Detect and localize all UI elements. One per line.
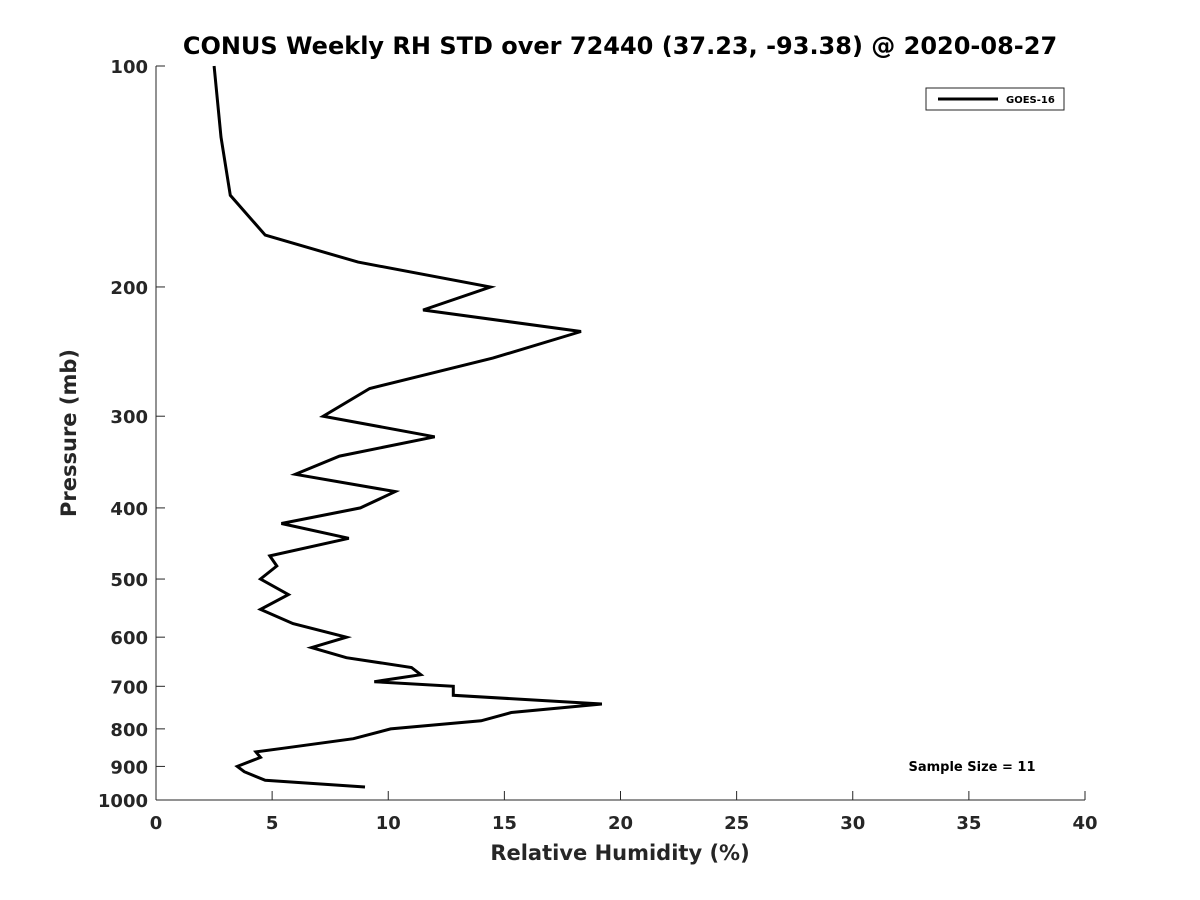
y-tick-label: 200	[110, 278, 148, 299]
x-tick-label: 40	[1072, 813, 1097, 834]
legend-label-goes-16: GOES-16	[1006, 95, 1055, 106]
y-tick-label: 300	[110, 407, 148, 428]
x-tick-label: 30	[840, 813, 865, 834]
x-tick-label: 20	[608, 813, 633, 834]
y-tick-label: 500	[110, 570, 148, 591]
y-tick-label: 600	[110, 628, 148, 649]
x-tick-label: 35	[956, 813, 981, 834]
chart-title: CONUS Weekly RH STD over 72440 (37.23, -…	[183, 32, 1057, 60]
sample-size-annotation: Sample Size = 11	[908, 760, 1035, 775]
x-tick-label: 25	[724, 813, 749, 834]
y-tick-label: 700	[110, 677, 148, 698]
axes: 0 5 10 15 20 25 30 35 40 100 200 300 400 500 600 700 800…	[98, 57, 1098, 834]
x-tick-label: 15	[492, 813, 517, 834]
x-tick-label: 5	[266, 813, 279, 834]
y-tick-label: 100	[110, 57, 148, 78]
y-tick-label: 800	[110, 720, 148, 741]
y-tick-label: 900	[110, 757, 148, 778]
y-axis-label: Pressure (mb)	[57, 349, 81, 517]
y-tick-label: 400	[110, 499, 148, 520]
x-tick-label: 0	[150, 813, 163, 834]
y-tick-label: 1000	[98, 791, 148, 812]
series-line-goes-16	[212, 65, 603, 789]
x-tick-label: 10	[376, 813, 401, 834]
series-layer	[212, 65, 603, 789]
x-axis-label: Relative Humidity (%)	[490, 841, 749, 865]
legend: GOES-16	[925, 87, 1065, 111]
